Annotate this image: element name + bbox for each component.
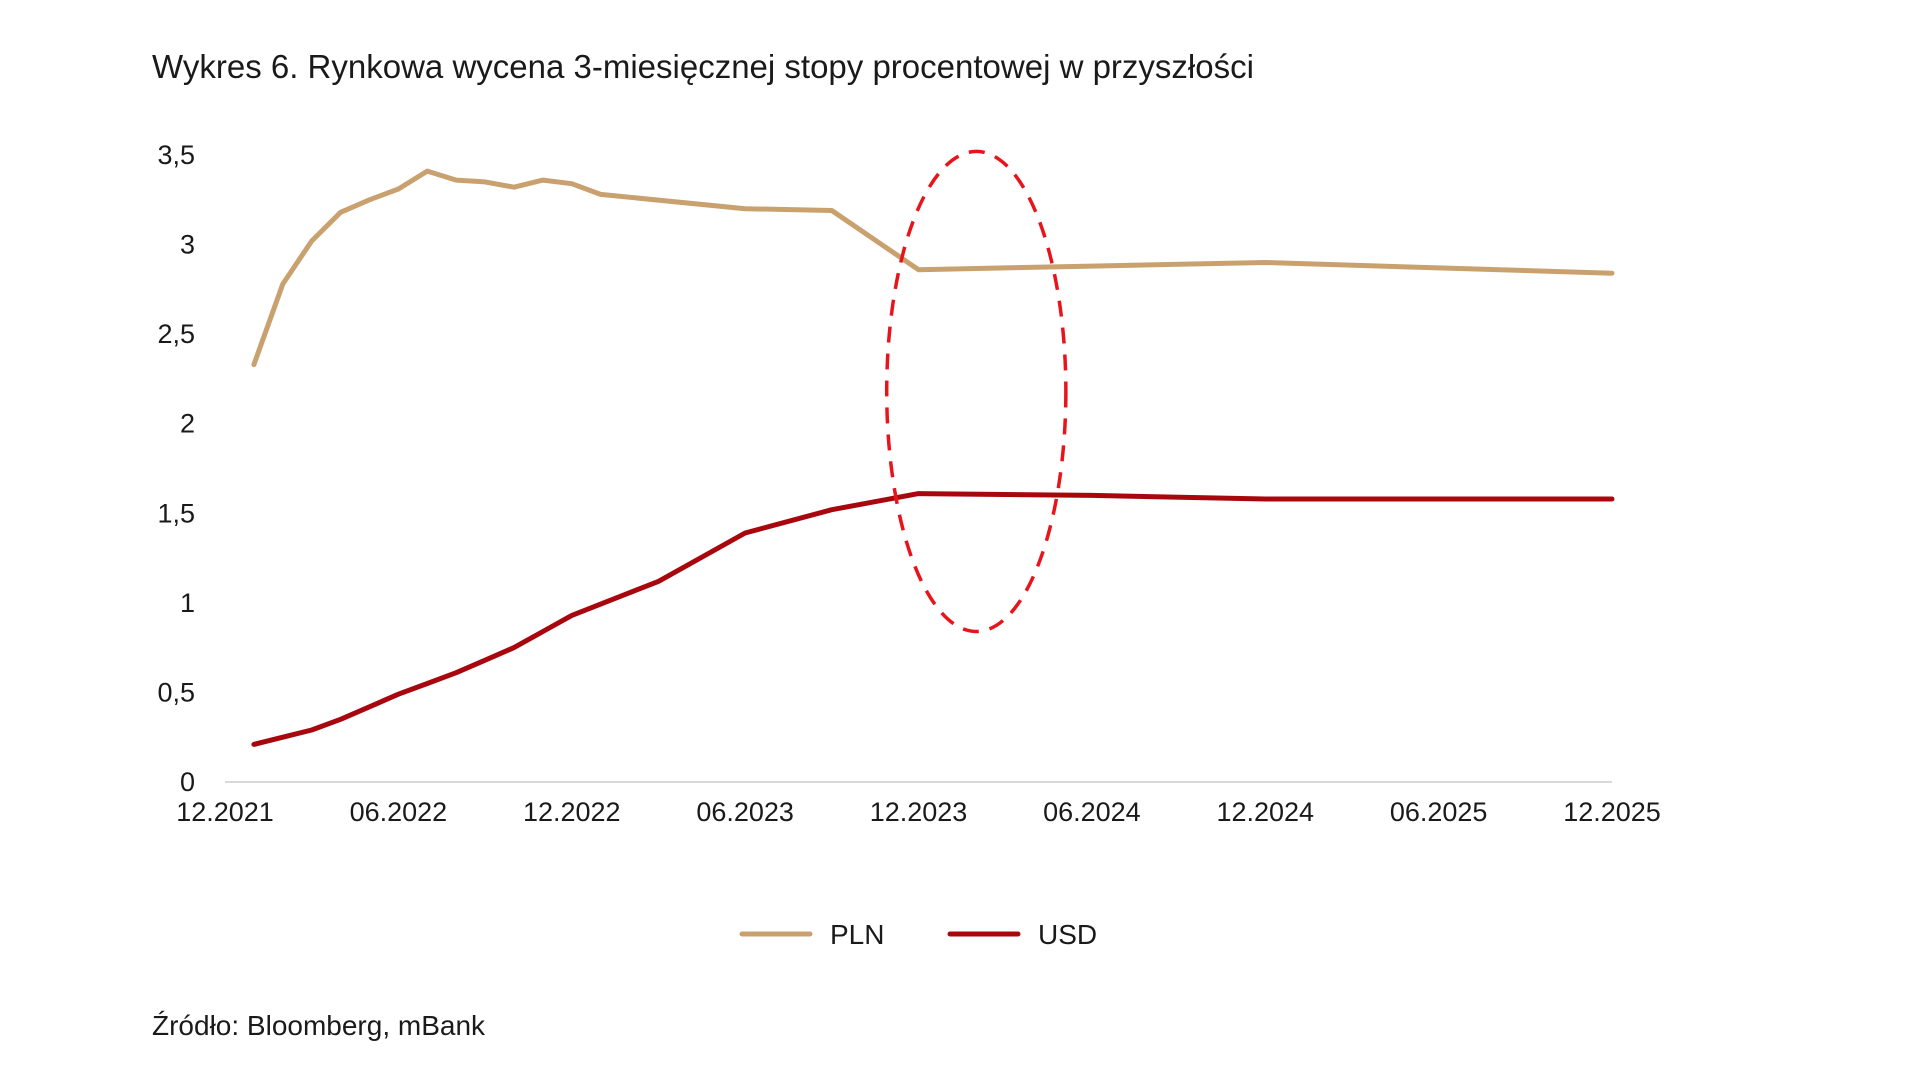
series-line-usd xyxy=(251,491,1615,747)
x-tick-label: 12.2024 xyxy=(1216,797,1314,827)
y-tick-label: 1,5 xyxy=(157,498,195,528)
x-tick-label: 12.2021 xyxy=(176,797,274,827)
series-layer xyxy=(251,168,1615,747)
x-tick-label: 06.2024 xyxy=(1043,797,1141,827)
x-tick-label: 06.2022 xyxy=(350,797,448,827)
y-tick-label: 2 xyxy=(180,409,195,439)
chart-title: Wykres 6. Rynkowa wycena 3-miesięcznej s… xyxy=(152,48,1254,85)
annotation-layer xyxy=(884,149,1068,634)
x-tick-label: 06.2025 xyxy=(1390,797,1488,827)
x-tick-label: 12.2025 xyxy=(1563,797,1661,827)
y-tick-label: 2,5 xyxy=(157,319,195,349)
x-tick-label: 06.2023 xyxy=(696,797,794,827)
legend: PLN USD xyxy=(739,919,1097,950)
y-tick-label: 3,5 xyxy=(157,140,195,170)
x-axis-ticks: 12.2021 06.2022 12.2022 06.2023 12.2023 06.20… xyxy=(176,797,1661,827)
x-tick-label: 12.2022 xyxy=(523,797,621,827)
y-tick-label: 3 xyxy=(180,230,195,260)
y-tick-label: 0,5 xyxy=(157,677,195,707)
legend-label-usd: USD xyxy=(1038,919,1097,950)
y-axis-ticks: 0 0,5 1 1,5 2 2,5 3 3,5 xyxy=(157,140,195,797)
highlight-ellipse xyxy=(884,149,1068,634)
x-tick-label: 12.2023 xyxy=(870,797,968,827)
legend-label-pln: PLN xyxy=(830,919,884,950)
chart-source: Źródło: Bloomberg, mBank xyxy=(152,1010,486,1041)
y-tick-label: 1 xyxy=(180,588,195,618)
series-line-pln xyxy=(251,168,1615,368)
y-tick-label: 0 xyxy=(180,767,195,797)
